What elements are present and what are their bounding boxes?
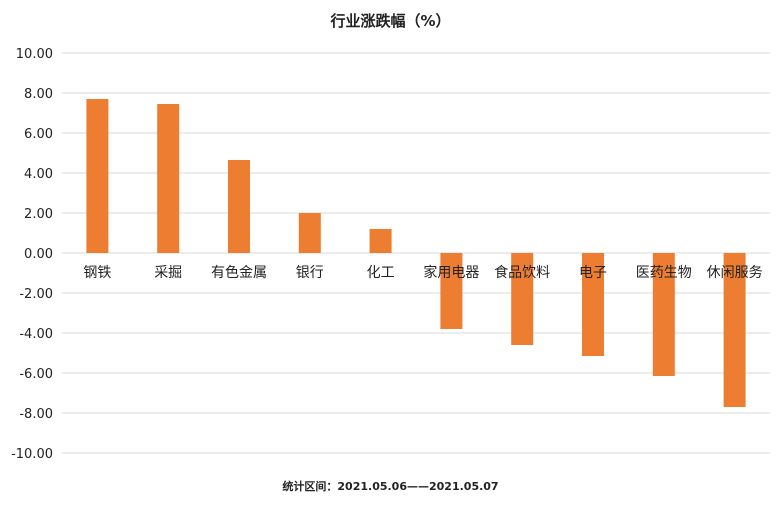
chart-title: 行业涨跌幅（%） — [330, 12, 451, 30]
bar — [652, 253, 675, 376]
x-tick-label: 医药生物 — [636, 265, 692, 281]
y-tick-label: 2.00 — [24, 207, 53, 222]
bar — [86, 99, 109, 253]
y-tick-label: 10.00 — [16, 47, 53, 62]
bar — [298, 213, 321, 253]
bar — [582, 253, 604, 356]
x-tick-label: 采掘 — [154, 265, 182, 281]
x-tick-label: 钢铁 — [83, 265, 111, 281]
x-tick-label: 家用电器 — [423, 264, 479, 281]
y-tick-label: 8.00 — [24, 87, 53, 102]
bar — [440, 253, 463, 329]
y-tick-label: 4.00 — [24, 167, 53, 182]
bar — [157, 104, 180, 253]
x-tick-label: 食品饮料 — [494, 264, 550, 281]
bar — [369, 229, 392, 253]
y-tick-label: 6.00 — [24, 127, 53, 142]
y-tick-label: -8.00 — [19, 407, 53, 422]
chart-footer: 统计区间：2021.05.06——2021.05.07 — [282, 480, 499, 493]
x-tick-label: 休闲服务 — [707, 265, 763, 281]
bar — [228, 160, 250, 253]
bar — [723, 253, 746, 407]
bar — [511, 253, 534, 345]
x-tick-label: 化工 — [367, 265, 395, 281]
y-tick-label: -10.00 — [11, 447, 53, 462]
y-tick-label: 0.00 — [24, 247, 53, 262]
x-tick-label: 电子 — [579, 265, 607, 281]
x-tick-label: 有色金属 — [211, 264, 267, 281]
y-tick-label: -6.00 — [19, 367, 53, 382]
y-tick-label: -4.00 — [19, 327, 53, 342]
x-tick-label: 银行 — [296, 265, 324, 281]
y-tick-label: -2.00 — [19, 287, 53, 302]
